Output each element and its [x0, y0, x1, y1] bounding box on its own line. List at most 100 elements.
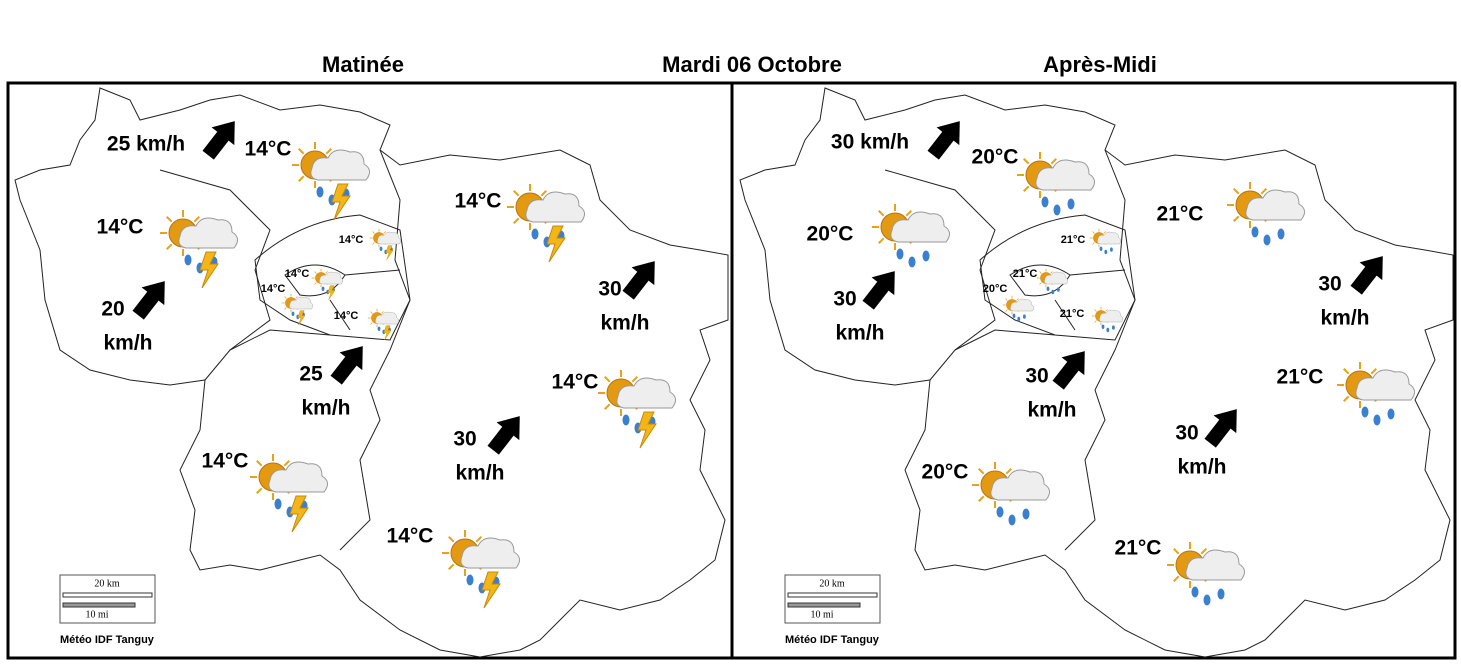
cloud: [1010, 298, 1034, 312]
wind-arrow: [927, 121, 960, 160]
temperature: 14°C: [387, 525, 434, 548]
weather-icon: [250, 454, 328, 533]
raindrop: [379, 246, 383, 251]
wind-arrow: [622, 261, 655, 300]
weather-icon: [972, 462, 1050, 526]
raindrop: [1361, 406, 1369, 418]
sun-ray: [166, 216, 173, 223]
scale-bar-mi: [787, 602, 861, 608]
wind-speed: 30: [1025, 365, 1048, 388]
temperature: 21°C: [1115, 537, 1162, 560]
raindrop: [1008, 514, 1016, 526]
sun-ray: [1200, 548, 1207, 555]
raindrop: [1104, 249, 1108, 255]
raindrop: [1067, 198, 1075, 210]
raindrop: [1106, 327, 1110, 333]
sun-ray: [878, 237, 885, 244]
temperature: 14°C: [455, 190, 502, 213]
raindrop: [896, 248, 904, 260]
cloud: [1355, 369, 1415, 401]
wind-speed: km/h: [835, 322, 884, 345]
raindrop: [1023, 314, 1026, 319]
sun-ray: [1050, 271, 1053, 274]
sun-ray: [372, 231, 375, 234]
wind-speed: 30: [1318, 273, 1341, 296]
wind-speed: 20: [101, 298, 124, 321]
raindrop: [1191, 586, 1199, 598]
raindrop: [377, 326, 381, 331]
weather-icon: [281, 293, 313, 326]
sun-ray: [1173, 548, 1180, 555]
cloud: [268, 461, 328, 493]
cloud: [289, 296, 313, 310]
temperature: 21°C: [1061, 234, 1086, 246]
sun-ray: [978, 468, 985, 475]
scale-km: 20 km: [94, 578, 120, 589]
sun-ray: [604, 376, 611, 383]
temperature: 14°C: [97, 216, 144, 239]
raindrop: [1251, 226, 1259, 238]
raindrop: [466, 574, 474, 586]
sun-ray: [878, 210, 885, 217]
wind-speed: 25: [299, 363, 323, 386]
weather-icon: [369, 228, 401, 261]
scale-km: 20 km: [819, 578, 845, 589]
cloud: [1099, 309, 1123, 323]
weather-icon: [598, 370, 676, 449]
sun-ray: [604, 403, 611, 410]
wind-arrow: [1052, 351, 1085, 390]
raindrop: [1112, 325, 1115, 330]
raindrop: [922, 250, 930, 262]
cloud: [1185, 549, 1245, 581]
temperature: 20°C: [807, 223, 854, 246]
raindrop: [1203, 594, 1211, 606]
weather-icon: [507, 184, 585, 263]
sun-ray: [283, 460, 290, 467]
sun-ray: [1343, 395, 1350, 402]
sun-ray: [383, 231, 386, 234]
raindrop: [291, 311, 295, 316]
wind-arrow: [1204, 409, 1237, 448]
cloud: [375, 311, 399, 325]
sun-ray: [1233, 188, 1240, 195]
lightning: [481, 571, 501, 609]
weather-icon: [872, 204, 950, 268]
wind-speed: 30 km/h: [831, 131, 909, 154]
header-right: Après-Midi: [1043, 52, 1157, 77]
credit: Météo IDF Tanguy: [60, 634, 155, 646]
weather-icon: [1167, 542, 1245, 606]
sun-ray: [284, 296, 287, 299]
temperature: 14°C: [285, 268, 310, 280]
sun-ray: [513, 217, 520, 224]
wind-speed: km/h: [1177, 456, 1226, 479]
sun-ray: [1094, 320, 1097, 323]
cloud: [1245, 189, 1305, 221]
sun-ray: [905, 210, 912, 217]
sun-ray: [1233, 215, 1240, 222]
sun-ray: [1005, 298, 1008, 301]
raindrop: [908, 256, 916, 268]
weather-icon: [311, 268, 343, 301]
temperature: 14°C: [261, 283, 286, 295]
weather-icon: [1002, 295, 1034, 322]
raindrop: [1110, 247, 1113, 252]
credit: Météo IDF Tanguy: [785, 634, 880, 646]
wind-speed: km/h: [103, 332, 152, 355]
wind-arrow: [862, 271, 895, 310]
sun-ray: [1023, 158, 1030, 165]
sun-ray: [314, 271, 317, 274]
cloud: [616, 377, 676, 409]
raindrop: [184, 254, 192, 266]
raindrop: [1057, 287, 1060, 292]
lightning: [199, 251, 219, 289]
raindrop: [1041, 196, 1049, 208]
wind-speed: 30: [1175, 422, 1198, 445]
sun-ray: [1105, 309, 1108, 312]
sun-ray: [978, 495, 985, 502]
sun-ray: [1260, 188, 1267, 195]
wind-speed: 30: [833, 288, 856, 311]
sun-ray: [1094, 309, 1097, 312]
lightning: [289, 495, 309, 533]
raindrop: [1046, 286, 1050, 291]
sun-ray: [448, 536, 455, 543]
